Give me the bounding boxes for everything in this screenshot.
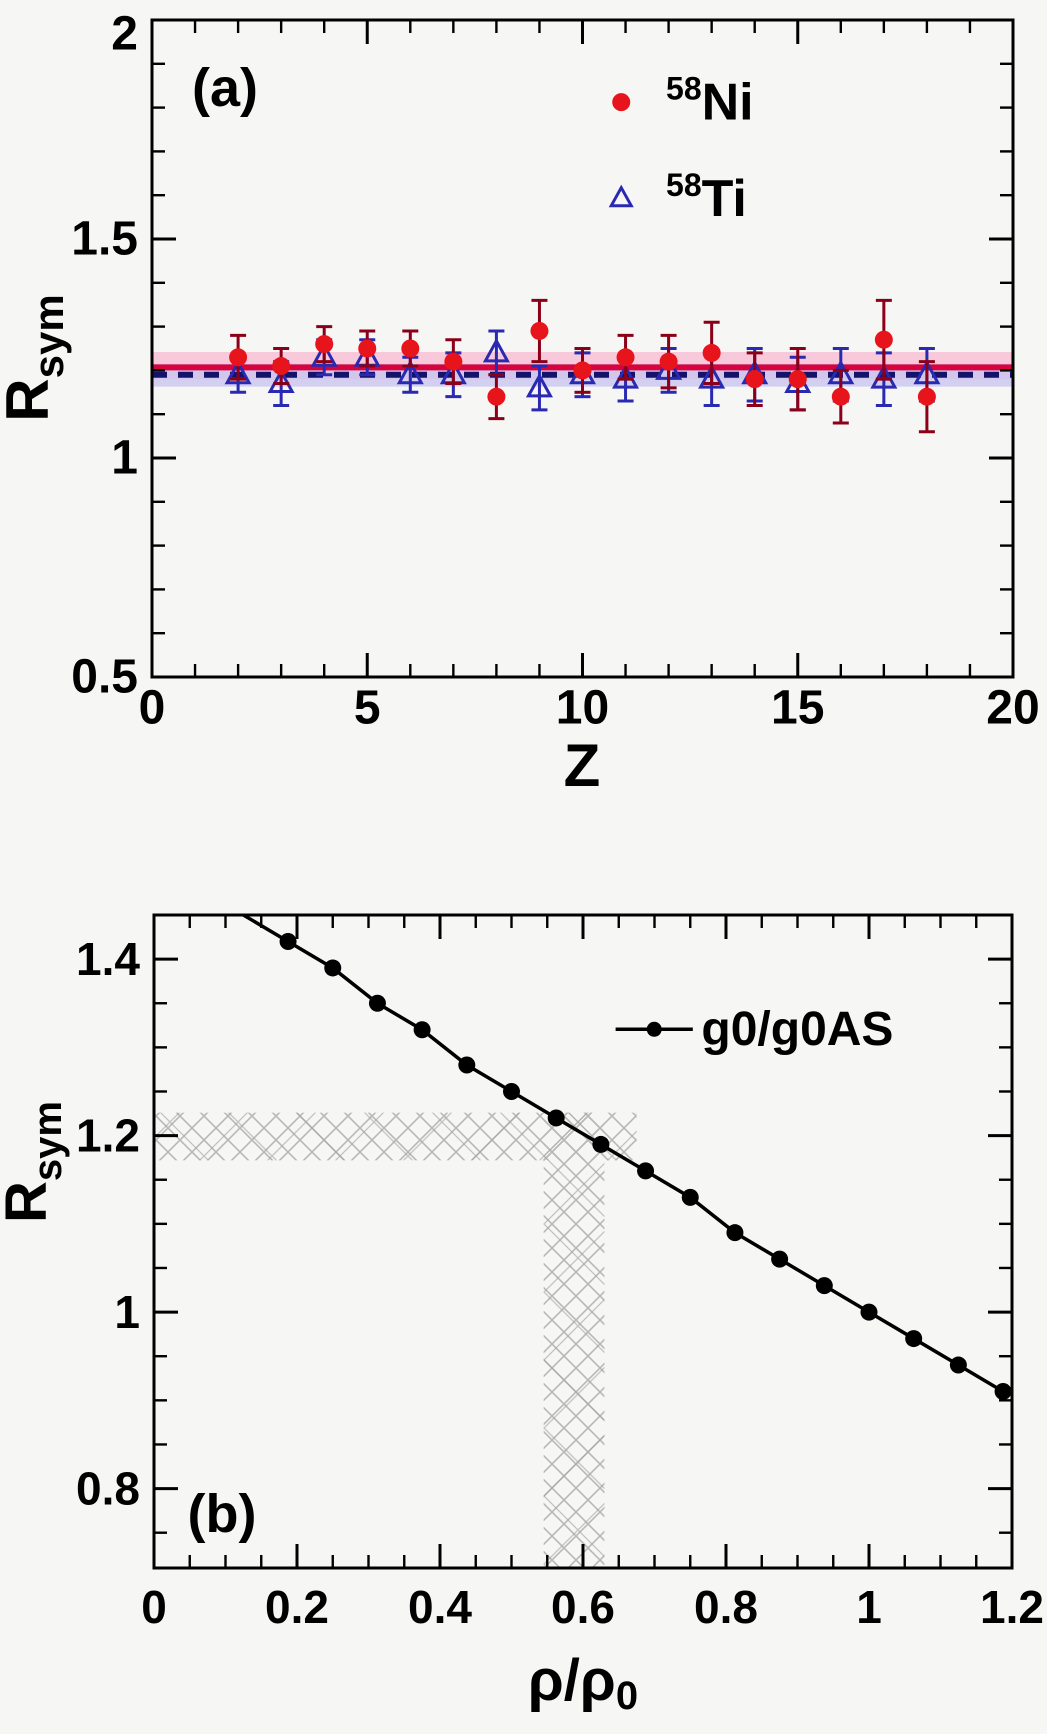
x-tick-label: 15 <box>771 682 824 735</box>
y-tick-label: 1.2 <box>76 1110 140 1162</box>
y-tick-label: 1.5 <box>71 213 138 266</box>
x-tick-label: 5 <box>354 682 381 735</box>
data-point-g0-g0as <box>368 994 386 1012</box>
x-tick-label: 0.4 <box>408 1581 472 1633</box>
data-point-ni <box>401 339 420 358</box>
y-tick-label: 0.5 <box>71 651 138 704</box>
x-axis-title: ρ/ρ0 <box>528 1648 638 1719</box>
data-point-ni <box>530 321 549 340</box>
legend-label-main: Ni <box>702 73 754 131</box>
data-point-g0-g0as <box>949 1356 967 1374</box>
x-tick-label: 20 <box>986 682 1039 735</box>
x-tick-label: 0.8 <box>694 1581 758 1633</box>
data-point-ni <box>573 361 592 380</box>
y-axis-title-main: R <box>0 1181 59 1223</box>
panel-b: 0 0.2 0.4 0.6 0.8 1 1.20.811.21.4ρ/ρ0Rsym(b)g0… <box>0 913 1044 1719</box>
data-point-ti <box>870 364 898 389</box>
y-axis-title-sub: sym <box>25 294 72 378</box>
x-tick-label: 0.2 <box>265 1581 329 1633</box>
legend-marker-ti <box>608 184 634 208</box>
x-tick-label: 1 <box>856 1581 882 1633</box>
data-point-ti <box>396 359 424 385</box>
density-constraint-band-overlay <box>543 1112 605 1568</box>
data-point-ni <box>702 343 721 362</box>
x-axis-title-sub: 0 <box>616 1674 638 1718</box>
axis-ticks <box>150 20 1015 677</box>
x-axis-title-main: Z <box>564 732 601 799</box>
data-point-g0-g0as <box>815 1277 833 1295</box>
data-point-ni <box>917 387 936 406</box>
y-tick-label: 1 <box>114 1286 140 1338</box>
legend-b: g0/g0AS <box>615 1003 893 1056</box>
data-point-ni <box>358 339 377 358</box>
data-point-ni <box>659 352 678 371</box>
data-point-ti <box>267 368 295 394</box>
series-ni <box>229 298 936 434</box>
data-point-ni <box>229 348 248 367</box>
x-tick-label: 0 <box>139 682 166 735</box>
data-point-ti <box>482 337 510 363</box>
x-axis-title-main: ρ/ρ <box>528 1648 616 1713</box>
y-axis-title-main: R <box>0 378 61 421</box>
data-point-g0-g0as <box>860 1303 878 1321</box>
y-axis-title-sub: sym <box>26 1101 70 1181</box>
y-tick-label: 1 <box>111 432 138 485</box>
data-point-ni <box>487 387 506 406</box>
data-point-g0-g0as <box>726 1224 744 1242</box>
data-point-ti <box>525 372 553 398</box>
x-tick-label: 10 <box>556 682 609 735</box>
data-point-g0-g0as <box>413 1021 431 1039</box>
legend-label-ni: 58Ni <box>666 71 754 132</box>
panel-label-b: (b) <box>188 1484 257 1544</box>
data-point-g0-g0as <box>503 1082 520 1100</box>
data-point-ni <box>745 370 764 389</box>
legend-label-g0-g0as: g0/g0AS <box>701 1003 893 1056</box>
data-point-ti <box>310 342 338 367</box>
data-point-ni <box>874 330 893 349</box>
data-point-ni <box>315 335 334 354</box>
x-axis-title: Z <box>564 732 601 799</box>
legend-label-sup: 58 <box>666 71 702 107</box>
data-point-ni <box>444 352 463 371</box>
data-point-g0-g0as <box>637 1162 655 1180</box>
data-point-ni <box>788 370 807 389</box>
series-g0-g0as <box>242 913 1012 1401</box>
data-point-g0-g0as <box>324 959 342 977</box>
data-point-ti <box>224 359 252 385</box>
data-point-g0-g0as <box>771 1250 789 1268</box>
data-point-g0-g0as <box>905 1330 923 1348</box>
x-tick-label: 0 <box>141 1581 167 1633</box>
panel-label-a: (a) <box>192 58 258 118</box>
data-point-ti <box>612 364 640 389</box>
data-point-ni <box>616 348 635 367</box>
data-point-g0-g0as <box>592 1135 610 1153</box>
data-point-ni <box>272 357 291 376</box>
x-tick-label: 0.6 <box>551 1581 615 1633</box>
legend-marker-b <box>646 1021 662 1037</box>
data-point-g0-g0as <box>279 932 297 950</box>
data-point-g0-g0as <box>994 1383 1012 1401</box>
legend-marker-ni <box>612 93 631 112</box>
data-point-g0-g0as <box>458 1056 476 1074</box>
data-point-g0-g0as <box>547 1109 565 1127</box>
y-axis-title: Rsym <box>0 294 72 421</box>
data-point-g0-g0as <box>681 1188 699 1206</box>
data-point-ni <box>831 387 850 406</box>
y-tick-label: 1.4 <box>76 933 140 985</box>
x-tick-label: 1.2 <box>980 1581 1044 1633</box>
legend-label-sup: 58 <box>666 167 702 203</box>
y-tick-label: 2 <box>111 8 138 61</box>
y-axis-title: Rsym <box>0 1101 70 1223</box>
y-tick-label: 0.8 <box>76 1463 140 1515</box>
series-line <box>242 913 1004 1394</box>
legend-label-main: Ti <box>702 170 747 228</box>
legend-label-ti: 58Ti <box>666 167 747 228</box>
data-point-ti <box>698 364 726 389</box>
axis-ticks <box>152 915 1014 1568</box>
